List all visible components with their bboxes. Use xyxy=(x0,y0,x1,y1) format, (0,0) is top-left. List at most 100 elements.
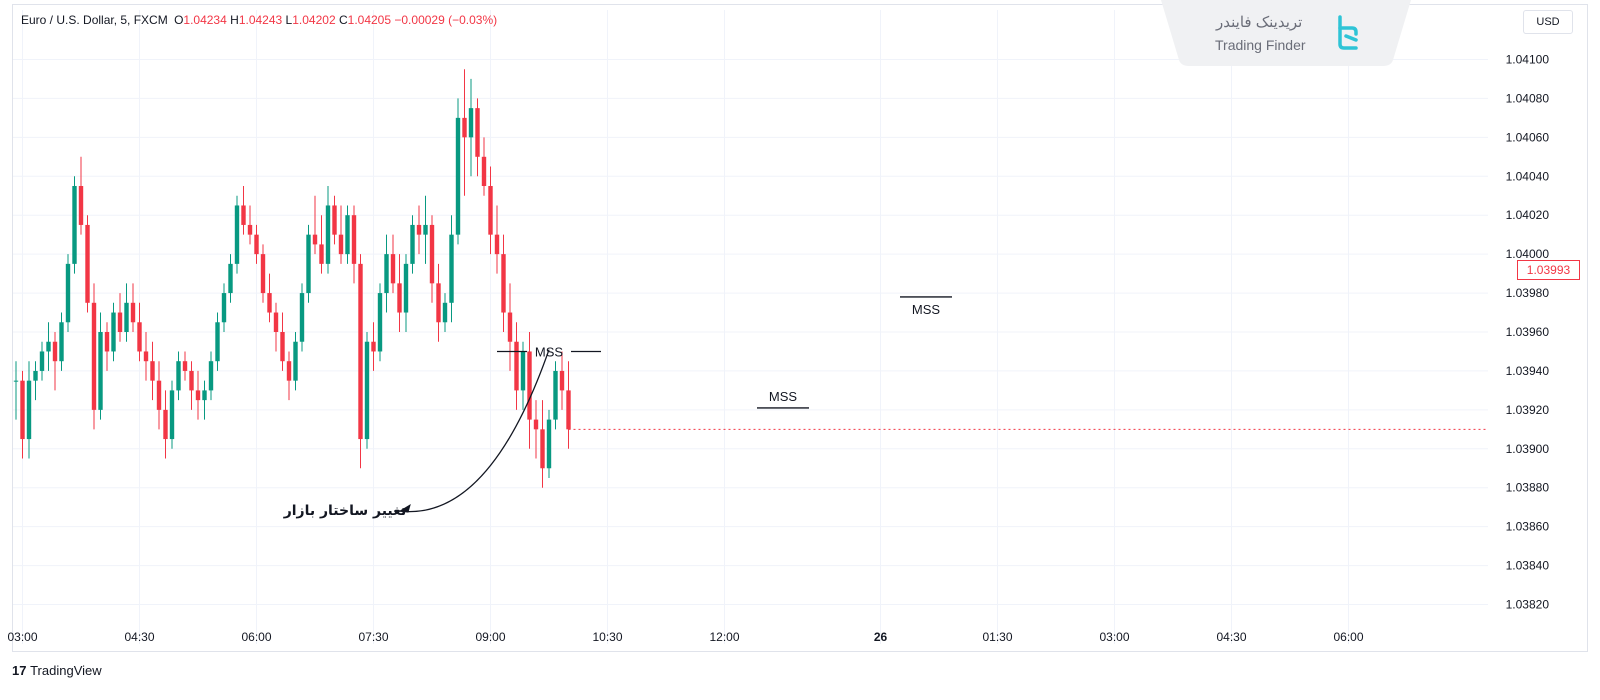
candle-body xyxy=(143,351,149,362)
open-value: 1.04234 xyxy=(183,13,227,27)
x-tick-label: 12:00 xyxy=(709,630,739,644)
mss-label: MSS xyxy=(535,344,564,359)
candle-body xyxy=(176,361,181,391)
candle-body xyxy=(384,254,389,294)
candle-body xyxy=(195,390,201,401)
arrow-head xyxy=(398,504,411,513)
candle-body xyxy=(124,302,129,332)
candle-body xyxy=(189,370,194,391)
x-tick-label: 03:00 xyxy=(7,630,37,644)
candle-body xyxy=(228,263,233,294)
symbol-legend: Euro / U.S. Dollar, 5, FXCM O1.04234 H1.… xyxy=(21,13,497,27)
y-tick-label: 1.04040 xyxy=(1506,169,1550,183)
candle-body xyxy=(553,370,558,420)
candle-body xyxy=(156,380,162,410)
mss-label: MSS xyxy=(912,302,941,317)
x-tick-label: 06:00 xyxy=(241,630,271,644)
candle-body xyxy=(72,186,77,264)
candle-body xyxy=(364,341,370,440)
candle-body xyxy=(533,419,539,430)
symbol-title: Euro / U.S. Dollar, 5, FXCM xyxy=(21,13,168,27)
market-structure-label: تغییر ساختار بازار xyxy=(283,503,407,519)
candle-body xyxy=(104,332,110,352)
y-tick-label: 1.04080 xyxy=(1506,91,1550,105)
candle-body xyxy=(169,390,175,440)
candle-body xyxy=(267,293,272,313)
candle-body xyxy=(299,293,305,342)
high-value: 1.04243 xyxy=(238,13,283,27)
candle-body xyxy=(559,370,565,391)
candle-body xyxy=(117,312,123,332)
x-tick-label: 06:00 xyxy=(1333,630,1363,644)
candle-body xyxy=(416,224,422,235)
candle-body xyxy=(358,263,363,440)
y-tick-label: 1.04100 xyxy=(1506,52,1550,66)
x-tick-label: 09:00 xyxy=(475,630,505,644)
candle-body xyxy=(488,186,493,235)
candle-body xyxy=(514,341,519,391)
candle-body xyxy=(241,205,246,225)
candle-body xyxy=(293,341,298,381)
candle-body xyxy=(234,205,240,264)
candle-body xyxy=(436,283,441,323)
mss-label: MSS xyxy=(769,389,798,404)
candle-body xyxy=(507,312,513,342)
candle-body xyxy=(39,351,45,371)
candle-body xyxy=(111,312,116,352)
y-tick-label: 1.04020 xyxy=(1506,208,1550,222)
candle-body xyxy=(546,419,552,469)
candle-body xyxy=(397,283,402,313)
y-tick-label: 1.03840 xyxy=(1506,559,1550,573)
candle-body xyxy=(280,332,285,362)
candle-body xyxy=(254,234,259,255)
tradingview-label: TradingView xyxy=(30,663,102,678)
candle-body xyxy=(520,351,526,391)
y-tick-label: 1.04000 xyxy=(1506,247,1550,261)
candle-body xyxy=(163,409,168,440)
candle-body xyxy=(540,429,545,469)
candle-body xyxy=(455,117,461,235)
candle-body xyxy=(403,263,409,313)
candle-body xyxy=(390,254,396,284)
candle-body xyxy=(332,205,337,235)
candle-body xyxy=(494,234,500,255)
candle-body xyxy=(527,351,532,420)
candle-body xyxy=(221,293,227,323)
open-label: O xyxy=(174,13,184,27)
y-tick-label: 1.03900 xyxy=(1506,442,1550,456)
candle-body xyxy=(286,361,292,381)
candle-body xyxy=(481,156,487,186)
y-tick-label: 1.03860 xyxy=(1506,520,1550,534)
chart-frame xyxy=(12,4,1588,652)
tradingview-logo[interactable]: 17 TradingView xyxy=(12,663,102,678)
candle-body xyxy=(247,224,253,235)
candle-body xyxy=(273,312,279,332)
candle-body xyxy=(91,302,97,410)
low-value: 1.04202 xyxy=(292,13,336,27)
candle-body xyxy=(475,108,480,157)
watermark-fa-text: تریدینک فایندر xyxy=(1216,14,1303,31)
candle-body xyxy=(98,332,103,410)
low-label: L xyxy=(285,13,293,27)
candle-body xyxy=(462,117,467,138)
candle-body xyxy=(202,390,207,401)
candle-body xyxy=(371,341,376,352)
x-tick-label: 04:30 xyxy=(1216,630,1246,644)
y-tick-label: 1.03960 xyxy=(1506,325,1550,339)
candle-body xyxy=(65,263,71,323)
candle-body xyxy=(325,205,331,264)
annotation-arrow xyxy=(399,349,550,513)
candle-body xyxy=(13,380,19,382)
candle-body xyxy=(59,322,64,362)
candle-body xyxy=(338,234,344,255)
candle-body xyxy=(137,322,142,352)
y-tick-label: 1.03880 xyxy=(1506,481,1550,495)
candle-body xyxy=(208,361,214,391)
y-tick-label: 1.04060 xyxy=(1506,130,1550,144)
candle-body xyxy=(423,224,428,235)
close-value: 1.04205 xyxy=(347,13,392,27)
currency-button[interactable]: USD xyxy=(1523,10,1573,34)
candle-body xyxy=(566,390,571,430)
y-tick-label: 1.03820 xyxy=(1506,598,1550,612)
